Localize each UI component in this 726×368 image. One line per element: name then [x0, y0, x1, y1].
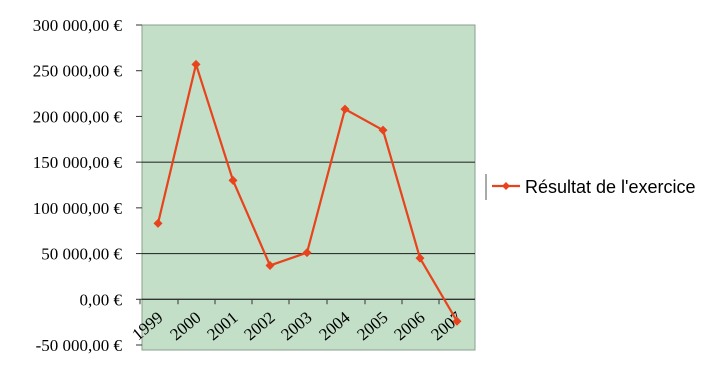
data-point — [191, 59, 201, 69]
legend-label: Résultat de l'exercice — [525, 177, 696, 197]
y-tick-label: 300 000,00 € — [33, 16, 123, 35]
data-point — [265, 260, 275, 270]
data-point — [415, 253, 425, 263]
data-point — [302, 248, 312, 258]
y-tick-label: 250 000,00 € — [33, 62, 123, 81]
legend-marker — [502, 182, 510, 190]
y-tick-label: 150 000,00 € — [33, 153, 123, 172]
data-point — [340, 104, 350, 114]
y-tick-label: 100 000,00 € — [33, 199, 123, 218]
y-tick-label: -50 000,00 € — [36, 336, 123, 355]
y-tick-label: 200 000,00 € — [33, 107, 123, 126]
data-point — [452, 316, 462, 326]
data-point — [378, 125, 388, 135]
y-tick-label: 50 000,00 € — [41, 245, 122, 264]
plot-area — [141, 24, 476, 351]
legend: Résultat de l'exercice — [485, 174, 696, 200]
data-point — [228, 175, 238, 185]
y-tick-label: 0,00 € — [80, 290, 123, 309]
data-point — [153, 218, 163, 228]
